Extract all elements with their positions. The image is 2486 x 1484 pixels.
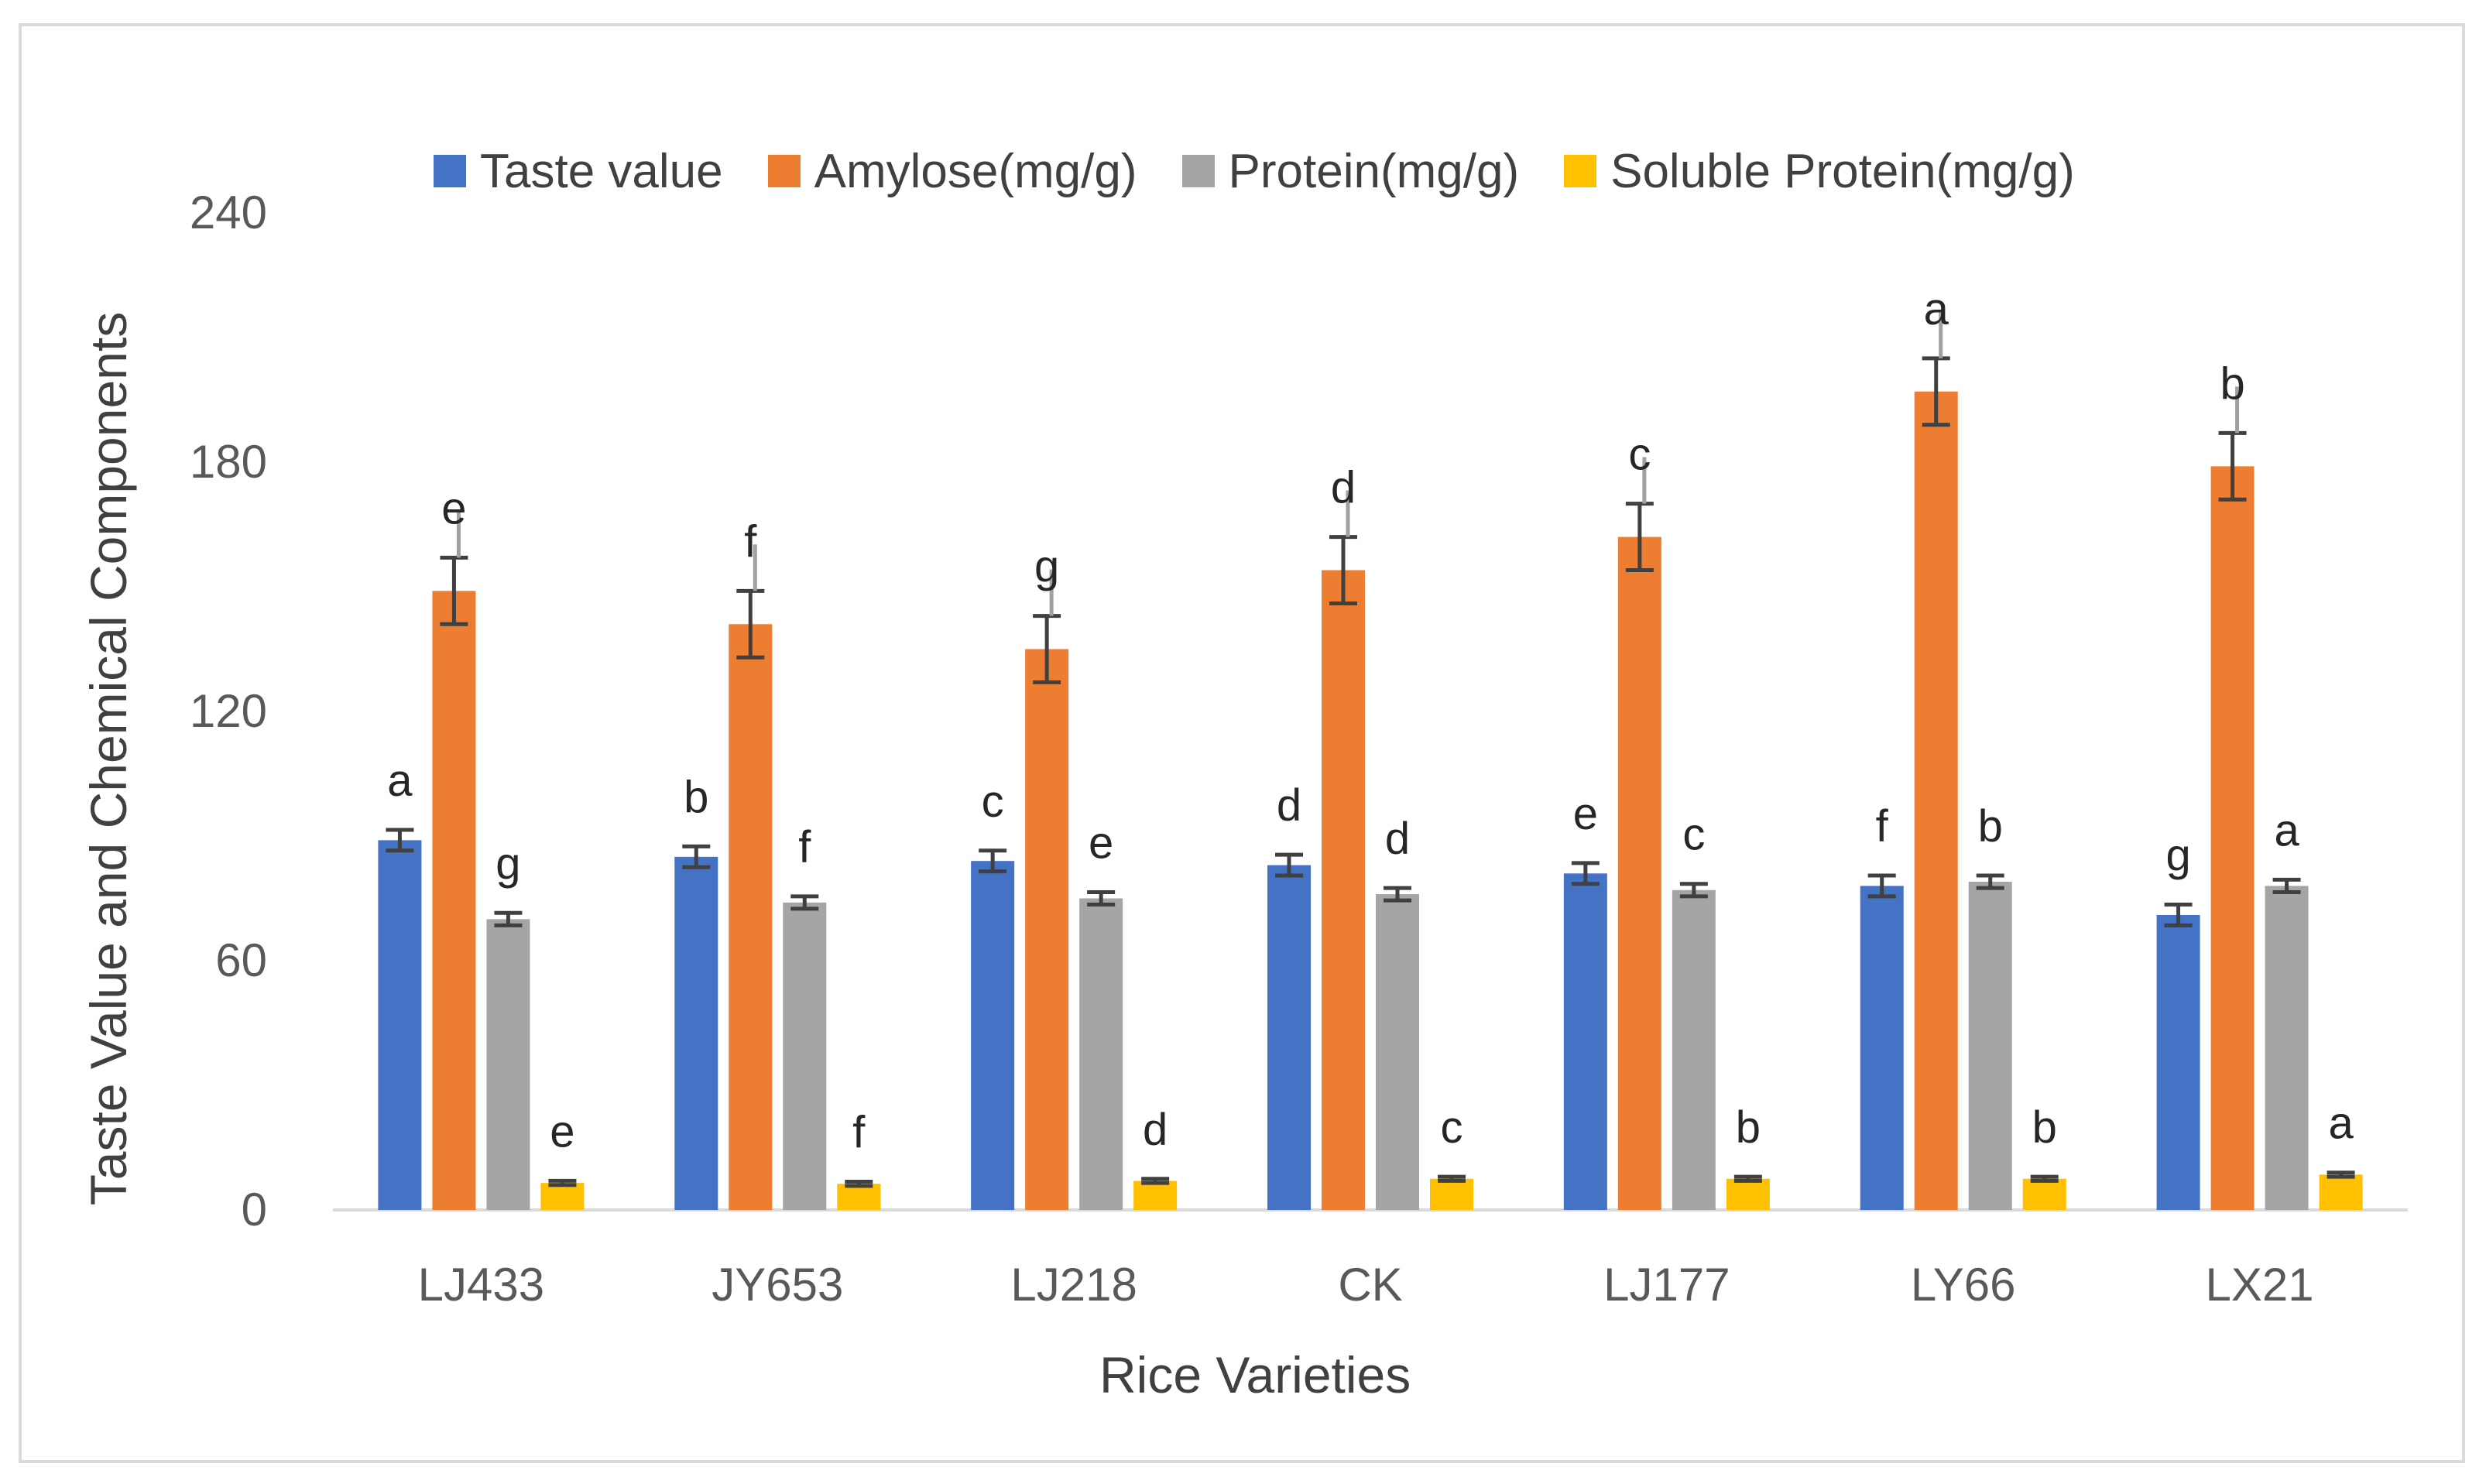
legend-item-amylose: Amylose(mg/g): [767, 144, 1137, 199]
bar-soluble-protein-lj177: [1726, 1178, 1770, 1210]
significance-label-amylose: d: [1331, 463, 1356, 513]
significance-label-protein: c: [1682, 810, 1705, 860]
significance-label-taste-value: b: [684, 772, 708, 822]
significance-label-soluble-protein: f: [852, 1108, 866, 1158]
bar-taste-value-ly66: [1860, 886, 1904, 1210]
significance-label-amylose: b: [2220, 358, 2244, 409]
x-tick-label: LJ177: [1603, 1259, 1730, 1311]
significance-label-amylose: g: [1034, 542, 1059, 592]
significance-label-protein: d: [1385, 814, 1410, 864]
bar-amylose-jy653: [729, 624, 773, 1210]
significance-label-soluble-protein: e: [550, 1106, 574, 1157]
bar-amylose-lx21: [2210, 466, 2255, 1210]
significance-label-amylose: f: [744, 516, 757, 567]
significance-label-soluble-protein: a: [2328, 1098, 2354, 1149]
bar-soluble-protein-lj218: [1133, 1181, 1178, 1210]
bar-soluble-protein-jy653: [837, 1184, 881, 1210]
bar-amylose-lj433: [432, 591, 476, 1210]
bar-amylose-ly66: [1914, 391, 1958, 1211]
bar-protein-lj433: [486, 919, 530, 1210]
legend-swatch-taste-value: [434, 155, 466, 187]
y-tick-label: 0: [242, 1184, 267, 1236]
significance-label-protein: b: [1978, 801, 2003, 852]
legend-label-protein: Protein(mg/g): [1228, 144, 1520, 198]
x-tick-label: CK: [1338, 1259, 1402, 1311]
bar-protein-ly66: [1968, 882, 2012, 1210]
bar-soluble-protein-lj433: [540, 1183, 585, 1210]
bar-taste-value-lx21: [2156, 914, 2200, 1210]
bar-amylose-lj218: [1025, 649, 1069, 1210]
significance-label-protein: e: [1089, 817, 1113, 868]
legend-swatch-amylose: [767, 155, 801, 187]
bar-taste-value-jy653: [674, 856, 718, 1210]
significance-label-amylose: e: [441, 483, 466, 533]
bar-soluble-protein-ly66: [2022, 1178, 2066, 1210]
significance-label-taste-value: a: [387, 756, 413, 806]
y-tick-label: 120: [190, 685, 267, 737]
significance-label-amylose: a: [1924, 284, 1949, 334]
significance-label-taste-value: e: [1573, 789, 1598, 839]
bar-protein-lj218: [1079, 898, 1123, 1210]
bar-protein-jy653: [783, 902, 827, 1210]
significance-label-protein: a: [2274, 805, 2299, 855]
legend-label-amylose: Amylose(mg/g): [814, 144, 1137, 198]
x-tick-label: JY653: [712, 1259, 843, 1311]
bar-taste-value-lj177: [1563, 873, 1607, 1210]
legend-swatch-protein: [1181, 155, 1215, 187]
bar-taste-value-lj218: [971, 861, 1015, 1210]
bar-amylose-lj177: [1617, 536, 1661, 1210]
significance-label-taste-value: g: [2165, 831, 2190, 881]
y-tick-label: 180: [190, 436, 267, 488]
x-tick-label: LY66: [1911, 1259, 2016, 1311]
significance-label-taste-value: f: [1876, 801, 1889, 852]
legend-item-protein: Protein(mg/g): [1181, 144, 1520, 199]
bar-soluble-protein-ck: [1430, 1178, 1473, 1210]
y-axis-title: Taste Value and Chemical Components: [80, 311, 137, 1206]
legend-item-taste-value: Taste value: [434, 144, 723, 199]
y-tick-label: 60: [215, 934, 267, 986]
bar-taste-value-ck: [1267, 865, 1311, 1210]
legend: Taste value Amylose(mg/g) Protein(mg/g) …: [434, 136, 2075, 206]
significance-label-protein: g: [495, 838, 520, 889]
legend-item-soluble-protein: Soluble Protein(mg/g): [1564, 144, 2075, 199]
significance-label-soluble-protein: b: [1736, 1102, 1761, 1153]
significance-label-soluble-protein: c: [1441, 1102, 1463, 1153]
significance-label-soluble-protein: d: [1143, 1105, 1168, 1155]
significance-label-soluble-protein: b: [2032, 1102, 2057, 1153]
legend-swatch-soluble-protein: [1564, 155, 1597, 187]
x-axis-title: Rice Varieties: [1099, 1346, 1411, 1403]
bar-protein-lx21: [2265, 886, 2309, 1210]
legend-label-taste-value: Taste value: [480, 144, 723, 198]
bar-taste-value-lj433: [378, 840, 422, 1210]
bar-amylose-ck: [1322, 570, 1365, 1210]
bar-soluble-protein-lx21: [2319, 1174, 2363, 1210]
y-tick-label: 240: [190, 187, 267, 238]
significance-label-taste-value: d: [1277, 780, 1301, 831]
x-tick-label: LJ433: [418, 1259, 544, 1311]
bar-protein-lj177: [1672, 889, 1716, 1210]
significance-label-protein: f: [798, 822, 811, 872]
significance-label-amylose: c: [1628, 430, 1651, 480]
x-tick-label: LJ218: [1010, 1259, 1137, 1311]
chart-area: [19, 23, 2465, 1463]
bar-protein-ck: [1376, 894, 1419, 1210]
significance-label-taste-value: c: [982, 776, 1004, 827]
x-tick-label: LX21: [2206, 1259, 2314, 1311]
legend-label-soluble-protein: Soluble Protein(mg/g): [1610, 144, 2075, 198]
